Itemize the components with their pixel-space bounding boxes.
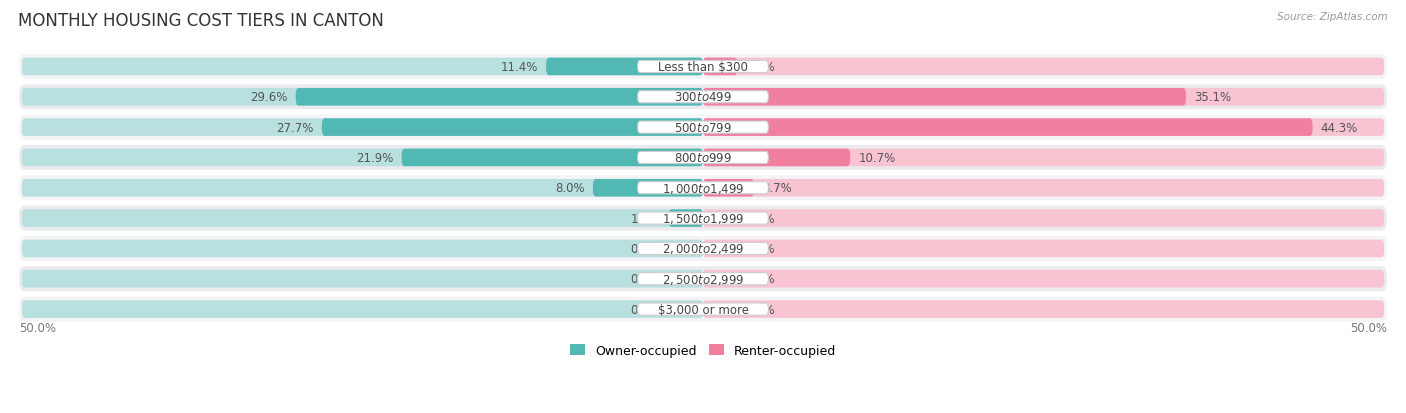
FancyBboxPatch shape [20, 236, 1386, 261]
Text: 0.0%: 0.0% [745, 242, 775, 255]
FancyBboxPatch shape [703, 59, 1384, 76]
FancyBboxPatch shape [703, 149, 851, 167]
Text: 35.1%: 35.1% [1194, 91, 1232, 104]
Text: $3,000 or more: $3,000 or more [658, 303, 748, 316]
Text: 0.0%: 0.0% [745, 303, 775, 316]
FancyBboxPatch shape [703, 89, 1384, 106]
FancyBboxPatch shape [20, 85, 1386, 110]
FancyBboxPatch shape [22, 180, 703, 197]
FancyBboxPatch shape [22, 301, 703, 318]
FancyBboxPatch shape [20, 206, 1386, 231]
FancyBboxPatch shape [20, 55, 1386, 80]
FancyBboxPatch shape [703, 180, 1384, 197]
FancyBboxPatch shape [402, 149, 703, 167]
Text: Less than $300: Less than $300 [658, 61, 748, 74]
FancyBboxPatch shape [638, 122, 768, 134]
Text: 1.4%: 1.4% [630, 212, 661, 225]
Text: 10.7%: 10.7% [859, 152, 896, 164]
Text: 11.4%: 11.4% [501, 61, 538, 74]
Text: 21.9%: 21.9% [356, 152, 394, 164]
FancyBboxPatch shape [703, 301, 1384, 318]
FancyBboxPatch shape [22, 89, 703, 106]
FancyBboxPatch shape [703, 89, 1187, 106]
Text: $2,500 to $2,999: $2,500 to $2,999 [662, 272, 744, 286]
FancyBboxPatch shape [295, 89, 703, 106]
FancyBboxPatch shape [703, 119, 1313, 137]
FancyBboxPatch shape [703, 240, 1384, 258]
Text: 50.0%: 50.0% [1350, 322, 1386, 335]
Text: MONTHLY HOUSING COST TIERS IN CANTON: MONTHLY HOUSING COST TIERS IN CANTON [18, 12, 384, 30]
FancyBboxPatch shape [22, 119, 703, 137]
FancyBboxPatch shape [593, 180, 703, 197]
Text: $500 to $799: $500 to $799 [673, 121, 733, 134]
Text: 1.5%: 1.5% [745, 61, 775, 74]
FancyBboxPatch shape [20, 297, 1386, 322]
Text: $1,500 to $1,999: $1,500 to $1,999 [662, 211, 744, 225]
FancyBboxPatch shape [703, 210, 1384, 227]
FancyBboxPatch shape [22, 210, 703, 227]
Legend: Owner-occupied, Renter-occupied: Owner-occupied, Renter-occupied [565, 339, 841, 362]
FancyBboxPatch shape [638, 152, 768, 164]
FancyBboxPatch shape [20, 115, 1386, 140]
Text: $800 to $999: $800 to $999 [673, 152, 733, 164]
FancyBboxPatch shape [669, 210, 703, 227]
FancyBboxPatch shape [703, 59, 737, 76]
FancyBboxPatch shape [638, 91, 768, 104]
Text: 0.0%: 0.0% [631, 242, 661, 255]
FancyBboxPatch shape [22, 240, 703, 258]
Text: Source: ZipAtlas.com: Source: ZipAtlas.com [1277, 12, 1388, 22]
Text: $300 to $499: $300 to $499 [673, 91, 733, 104]
FancyBboxPatch shape [638, 182, 768, 195]
FancyBboxPatch shape [546, 59, 703, 76]
Text: 27.7%: 27.7% [276, 121, 314, 134]
FancyBboxPatch shape [638, 243, 768, 255]
FancyBboxPatch shape [638, 303, 768, 316]
Text: 8.0%: 8.0% [555, 182, 585, 195]
Text: 0.0%: 0.0% [745, 212, 775, 225]
FancyBboxPatch shape [703, 149, 1384, 167]
Text: $2,000 to $2,499: $2,000 to $2,499 [662, 242, 744, 256]
Text: 0.0%: 0.0% [631, 303, 661, 316]
FancyBboxPatch shape [22, 149, 703, 167]
FancyBboxPatch shape [20, 146, 1386, 171]
FancyBboxPatch shape [22, 271, 703, 288]
Text: $1,000 to $1,499: $1,000 to $1,499 [662, 181, 744, 195]
Text: 0.0%: 0.0% [631, 273, 661, 285]
Text: 29.6%: 29.6% [250, 91, 287, 104]
FancyBboxPatch shape [703, 271, 1384, 288]
FancyBboxPatch shape [20, 176, 1386, 201]
FancyBboxPatch shape [638, 213, 768, 225]
FancyBboxPatch shape [22, 59, 703, 76]
Text: 0.0%: 0.0% [745, 273, 775, 285]
FancyBboxPatch shape [638, 61, 768, 74]
FancyBboxPatch shape [20, 267, 1386, 292]
FancyBboxPatch shape [322, 119, 703, 137]
Text: 44.3%: 44.3% [1320, 121, 1358, 134]
FancyBboxPatch shape [638, 273, 768, 285]
Text: 3.7%: 3.7% [762, 182, 792, 195]
FancyBboxPatch shape [703, 119, 1384, 137]
FancyBboxPatch shape [703, 180, 754, 197]
Text: 50.0%: 50.0% [20, 322, 56, 335]
